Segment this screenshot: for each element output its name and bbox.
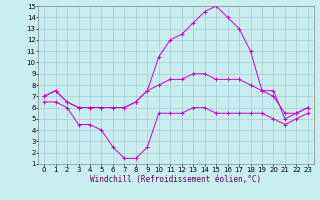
X-axis label: Windchill (Refroidissement éolien,°C): Windchill (Refroidissement éolien,°C) — [91, 175, 261, 184]
